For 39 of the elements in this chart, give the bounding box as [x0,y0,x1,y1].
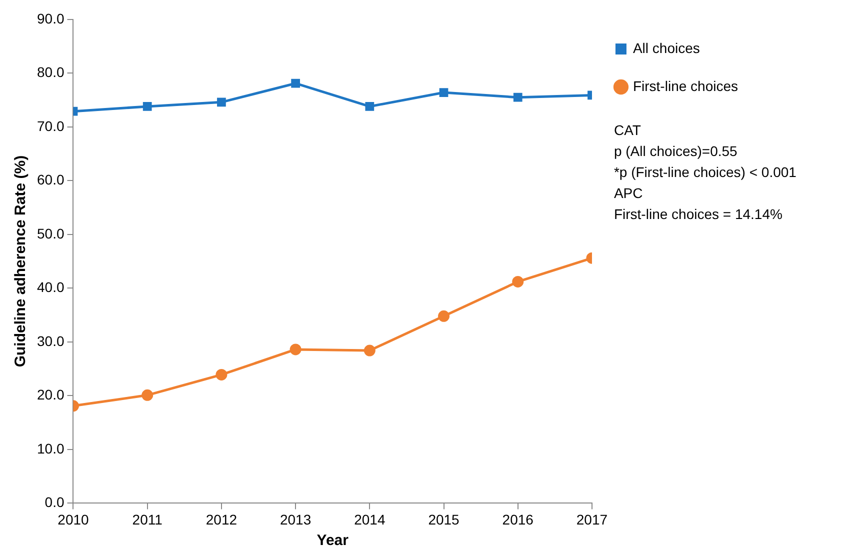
y-axis-title: Guideline adherence Rate (%) [12,155,30,368]
x-tick-label: 2014 [354,511,386,528]
x-tick-label: 2016 [502,511,534,528]
point [512,276,524,288]
point [439,88,448,97]
text: CAT [614,122,642,138]
point [513,92,522,102]
point [364,344,376,356]
x-tick-label: 2013 [280,511,312,528]
y-tick-label: 20.0 [37,386,64,403]
point [142,102,152,111]
y-tick-label: 50.0 [37,225,64,242]
point [142,389,154,401]
text: *p (First-line choices) < 0.001 [614,164,797,180]
x-tick-label: 2010 [58,511,90,528]
text: APC [614,184,643,201]
text: First-line choices = 14.14% [614,206,782,222]
y-tick-label: 0.0 [44,494,64,510]
y-tick-label: 80.0 [37,64,64,80]
point [217,98,226,107]
y-tick-label: 90.0 [37,10,64,26]
y-tick-label: 70.0 [37,118,64,134]
y-tick-label: 60.0 [37,172,64,188]
x-tick-label: 2011 [132,511,163,528]
legend-label: All choices [632,40,700,56]
y-tick-label: 40.0 [37,279,64,296]
y-tick-label: 10.0 [37,440,64,456]
point [291,78,300,88]
point [216,368,228,380]
y-tick-label: 30.0 [37,332,64,349]
point [438,310,450,322]
text: p (All choices)=0.55 [614,142,738,159]
x-tick-label: 2015 [428,511,460,528]
x-tick-label: 2017 [576,511,608,528]
legend-label: First-line choices [632,78,738,94]
point [365,102,374,111]
point [290,344,302,356]
x-axis-title: Year [316,532,349,550]
x-tick-label: 2012 [206,511,238,528]
